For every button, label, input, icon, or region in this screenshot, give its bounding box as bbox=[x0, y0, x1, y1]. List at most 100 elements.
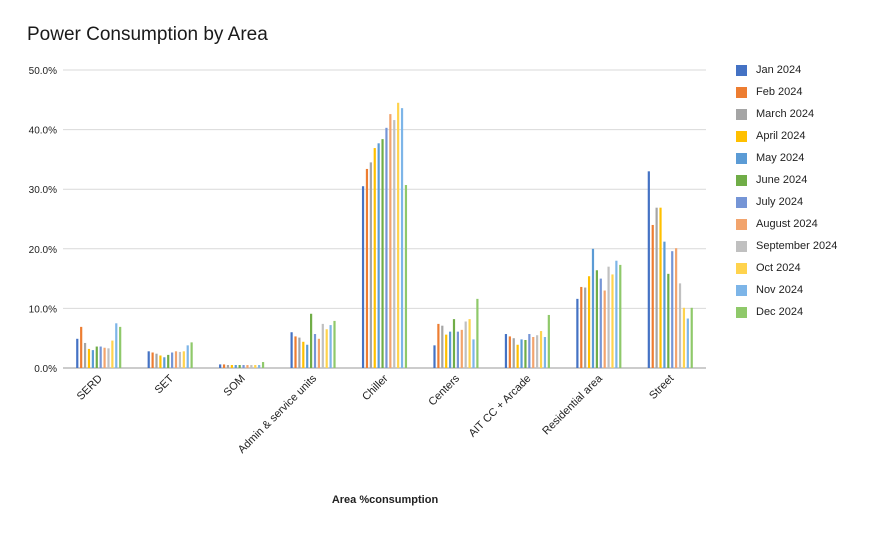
legend-item: Nov 2024 bbox=[736, 281, 803, 299]
bar bbox=[313, 334, 317, 368]
bar bbox=[539, 331, 543, 368]
bar bbox=[95, 346, 98, 368]
legend-swatch bbox=[736, 284, 747, 296]
bar bbox=[452, 319, 456, 368]
bar bbox=[147, 351, 150, 368]
legend-swatch bbox=[736, 262, 747, 274]
bar bbox=[663, 241, 666, 368]
bar bbox=[99, 346, 102, 368]
bar bbox=[306, 344, 309, 368]
bar bbox=[472, 339, 475, 368]
bar bbox=[325, 329, 328, 368]
bar bbox=[151, 352, 154, 368]
x-tick-label: SERD bbox=[75, 373, 105, 403]
legend-item: April 2024 bbox=[736, 127, 806, 145]
legend-swatch bbox=[736, 306, 747, 318]
x-tick-label: Admin & service units bbox=[236, 372, 320, 456]
x-tick-label: SET bbox=[153, 372, 177, 396]
legend-label: April 2024 bbox=[756, 130, 806, 142]
legend-swatch bbox=[736, 240, 747, 252]
bar bbox=[587, 276, 591, 368]
bar bbox=[667, 273, 670, 368]
bar bbox=[671, 251, 674, 368]
bar bbox=[516, 344, 519, 368]
bar bbox=[433, 345, 436, 368]
x-tick-label: Chiller bbox=[360, 372, 391, 403]
y-tick-label: 0.0% bbox=[34, 364, 57, 375]
bar bbox=[258, 365, 261, 368]
bar bbox=[536, 335, 539, 368]
legend-label: Nov 2024 bbox=[756, 284, 804, 296]
bar bbox=[294, 336, 297, 368]
bar bbox=[651, 224, 654, 368]
bar bbox=[190, 342, 193, 368]
bar bbox=[234, 365, 237, 368]
bar bbox=[389, 114, 392, 368]
bar bbox=[83, 342, 87, 368]
bar bbox=[611, 274, 614, 368]
legend-label: March 2024 bbox=[756, 108, 815, 120]
bar bbox=[591, 248, 595, 368]
bar bbox=[659, 207, 662, 368]
bar bbox=[678, 283, 682, 368]
bar bbox=[226, 365, 230, 368]
legend-item: August 2024 bbox=[736, 215, 818, 233]
bar bbox=[599, 278, 602, 368]
bar bbox=[437, 323, 440, 368]
bar bbox=[333, 320, 336, 368]
bar bbox=[690, 307, 693, 368]
bar bbox=[317, 338, 321, 368]
bar bbox=[675, 248, 678, 368]
bar bbox=[329, 325, 332, 368]
bar bbox=[115, 323, 118, 368]
legend-label: May 2024 bbox=[756, 152, 805, 164]
bar bbox=[381, 139, 384, 368]
bar bbox=[512, 338, 515, 368]
bar bbox=[222, 364, 226, 368]
bar bbox=[448, 331, 452, 368]
bar bbox=[159, 355, 162, 368]
x-tick-label: Residential area bbox=[540, 372, 605, 437]
bar bbox=[171, 352, 174, 368]
bar bbox=[547, 314, 550, 368]
bar bbox=[615, 260, 618, 368]
bar bbox=[290, 332, 293, 368]
bar bbox=[647, 171, 650, 368]
legend-item: September 2024 bbox=[736, 237, 837, 255]
bar bbox=[520, 339, 523, 368]
bar bbox=[80, 326, 83, 368]
bar bbox=[174, 351, 178, 368]
bar bbox=[219, 364, 222, 368]
y-tick-label: 10.0% bbox=[29, 304, 57, 315]
bar bbox=[254, 365, 257, 368]
bar bbox=[476, 298, 479, 368]
bar bbox=[186, 345, 189, 368]
bar bbox=[532, 337, 535, 368]
bar bbox=[464, 321, 467, 368]
bar bbox=[107, 348, 110, 368]
x-tick-label: SOM bbox=[222, 373, 248, 399]
bar bbox=[87, 348, 91, 368]
legend-swatch bbox=[736, 196, 747, 208]
chart-title: Power Consumption by Area bbox=[27, 24, 268, 45]
bar bbox=[508, 336, 511, 368]
bar bbox=[298, 337, 301, 368]
bar bbox=[385, 127, 388, 368]
bar bbox=[242, 365, 245, 368]
bar bbox=[163, 357, 166, 368]
legend-item: July 2024 bbox=[736, 193, 803, 211]
bar bbox=[393, 120, 396, 369]
legend-item: Oct 2024 bbox=[736, 259, 801, 277]
bar bbox=[365, 168, 369, 368]
bar bbox=[400, 108, 404, 369]
legend-item: Dec 2024 bbox=[736, 303, 803, 321]
bar bbox=[103, 347, 106, 368]
legend-swatch bbox=[736, 218, 747, 230]
bar bbox=[369, 162, 372, 368]
legend-item: Jan 2024 bbox=[736, 61, 801, 79]
bar bbox=[607, 266, 610, 368]
legend-swatch bbox=[736, 130, 747, 142]
bar bbox=[619, 264, 622, 368]
bar bbox=[302, 341, 305, 368]
bar bbox=[468, 319, 471, 368]
